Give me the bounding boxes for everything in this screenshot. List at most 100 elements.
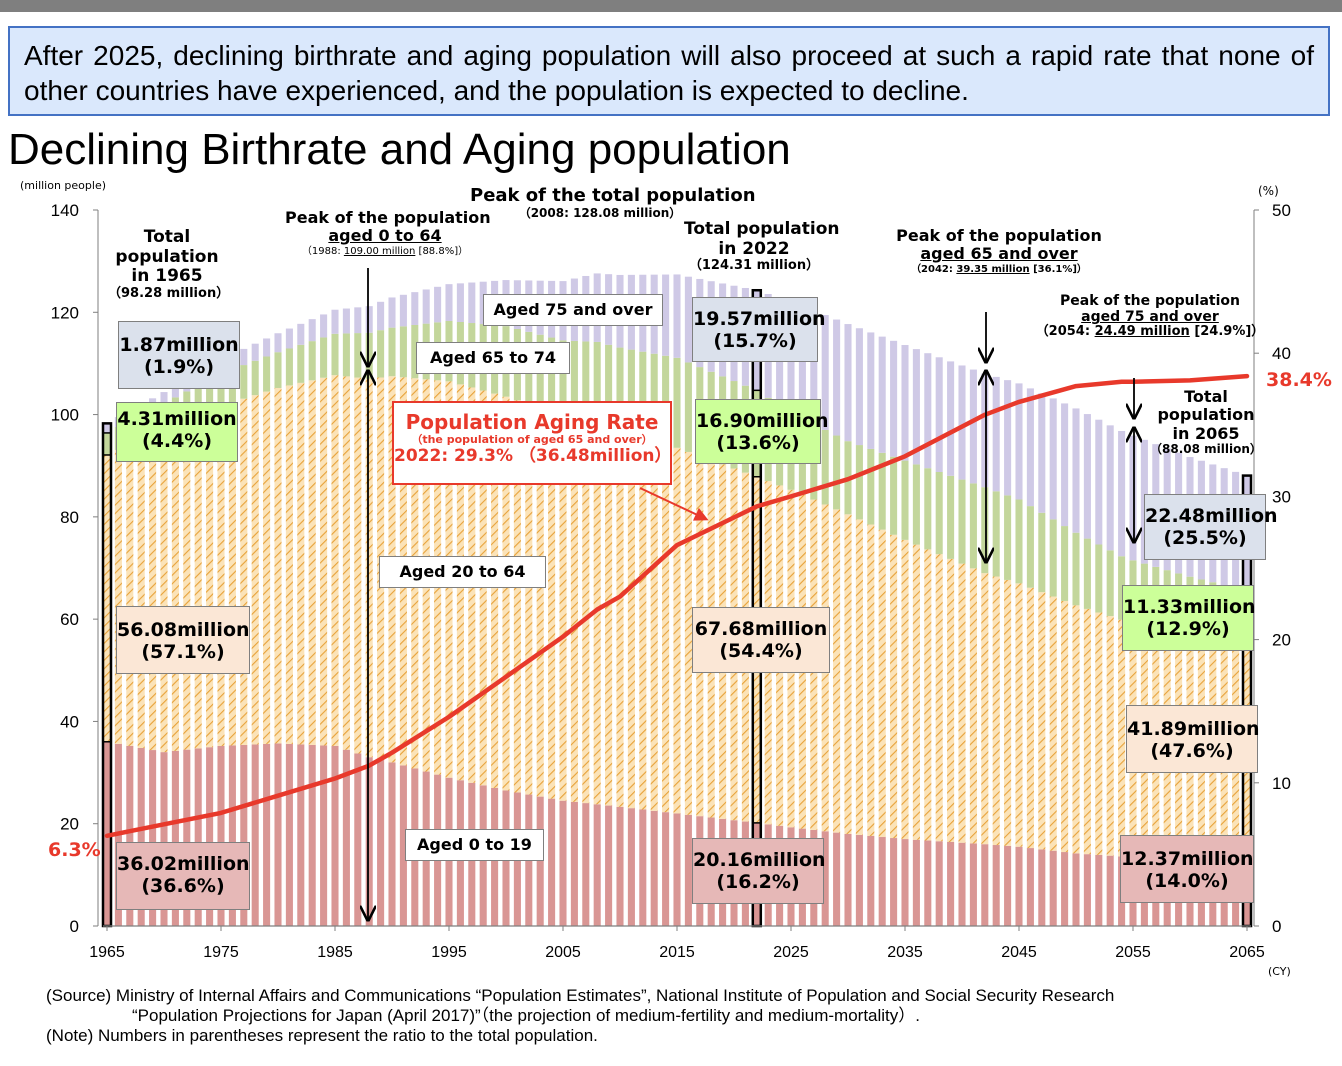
bar-age-20-64-1987 (354, 377, 362, 754)
bar-age-75-over-1970 (160, 392, 168, 404)
bar-age-20-64-2043 (992, 576, 1000, 846)
bar-age-65-74-2052 (1095, 544, 1103, 613)
total-2065-note: Total population in 2065 （88.08 million） (1150, 387, 1262, 457)
x-tick-label: 2045 (1001, 944, 1037, 961)
bar-age-75-over-2029 (833, 319, 841, 436)
bar-age-75-over-2031 (855, 328, 863, 446)
bar-age-0-19-1984 (320, 745, 328, 926)
bar-age-20-64-1973 (194, 415, 202, 749)
bar-age-75-over-2049 (1061, 403, 1069, 527)
bar-age-75-over-2046 (1026, 388, 1034, 507)
start-rate-label: 6.3% (48, 839, 101, 861)
bar-age-75-over-2052 (1095, 419, 1103, 545)
bar-age-65-74-1977 (240, 365, 248, 399)
bar-age-20-64-2047 (1038, 592, 1046, 850)
bar-age-20-64-1984 (320, 377, 328, 746)
bar-age-0-19-2030 (844, 833, 852, 926)
bar-age-65-74-2012 (639, 351, 647, 435)
bar-age-0-19-2007 (582, 803, 590, 926)
bar-age-65-74-2014 (662, 355, 670, 444)
bar-age-20-64-1966 (114, 449, 122, 744)
bar-age-75-over-1979 (263, 338, 271, 357)
x-tick-label: 2035 (887, 944, 923, 961)
label-aged-0-19: Aged 0 to 19 (405, 829, 544, 861)
bar-age-0-19-2045 (1015, 846, 1023, 926)
box-1965-aged-75: 1.87million (1.9%) (118, 321, 240, 389)
bar-age-75-over-1997 (468, 282, 476, 324)
bar-age-75-over-2040 (958, 365, 966, 480)
bar-age-20-64-2041 (969, 568, 977, 844)
bar-age-20-64-1977 (240, 398, 248, 745)
bar-age-75-over-1971 (171, 385, 179, 398)
bar-age-65-74-2029 (833, 435, 841, 510)
bar-age-75-over-2038 (935, 357, 943, 472)
bar-age-20-64-2044 (1004, 579, 1012, 846)
x-tick-label: 2025 (773, 944, 809, 961)
bar-age-75-over-2047 (1038, 393, 1046, 513)
bar-age-20-64-1972 (183, 420, 191, 750)
bar-age-20-64-1970 (160, 429, 168, 753)
label-aged-75-over: Aged 75 and over (483, 294, 663, 326)
bar-age-0-19-2014 (662, 812, 670, 926)
bar-age-0-19-2051 (1083, 854, 1091, 926)
y-tick-label: 100 (51, 406, 79, 425)
bar-age-75-over-1984 (320, 314, 328, 338)
bar-age-0-19-2015 (673, 813, 681, 926)
bar-age-0-19-1986 (342, 749, 350, 926)
bar-age-0-19-2004 (548, 798, 556, 926)
bar-age-75-over-1986 (342, 308, 350, 334)
y-tick-label: 60 (60, 610, 79, 629)
bar-age-20-64-2052 (1095, 612, 1103, 855)
x-tick-label: 1965 (89, 944, 125, 961)
bar-age-0-19-1982 (297, 744, 305, 926)
bar-age-65-74-2034 (890, 456, 898, 535)
bar-age-20-64-2005 (559, 414, 567, 801)
bar-age-0-19-1988 (365, 757, 373, 926)
y2-tick-label: 40 (1272, 344, 1291, 363)
bar-age-65-74-1978 (251, 360, 259, 396)
bar-age-20-64-1979 (263, 391, 271, 744)
bar-age-0-19-1987 (354, 753, 362, 926)
bar-age-20-64-2029 (833, 509, 841, 833)
bar-age-65-74-2004 (548, 337, 556, 411)
bar-age-65-74-1986 (342, 333, 350, 377)
total-1965-note: Total population in 1965 （98.28 million） (108, 227, 230, 301)
bar-age-65-74-2035 (901, 460, 909, 540)
bar-age-20-64-1988 (365, 378, 373, 758)
bar-age-20-64-2009 (605, 422, 613, 806)
total-2022-note: Total population in 2022 （124.31 million… (684, 219, 840, 274)
x-tick-label: 2015 (659, 944, 695, 961)
y-tick-label: 80 (60, 508, 79, 527)
bar-age-20-64-1980 (274, 387, 282, 744)
bar-age-75-over-1980 (274, 333, 282, 353)
bar-age-65-74-2048 (1049, 519, 1057, 597)
bar-age-65-74-2032 (867, 448, 875, 525)
bar-age-65-74-2028 (821, 429, 829, 505)
bar-age-65-74-2037 (924, 468, 932, 550)
bar-age-0-19-2028 (821, 831, 829, 926)
bar-age-65-74-2038 (935, 471, 943, 555)
bar-age-0-19-1974 (206, 747, 214, 926)
top-bar (0, 0, 1342, 12)
bar-age-65-74-1984 (320, 337, 328, 378)
x-tick-label: 1995 (431, 944, 467, 961)
aging-rate-callout-arrow (639, 487, 709, 521)
bar-age-20-64-2032 (867, 524, 875, 836)
bar-age-20-64-2049 (1061, 600, 1069, 853)
bar-age-0-19-2010 (616, 806, 624, 926)
bar-age-0-19-2036 (912, 839, 920, 926)
x-tick-label: 1975 (203, 944, 239, 961)
bar-age-0-19-2003 (536, 796, 544, 926)
bar-age-0-19-1975 (217, 745, 225, 926)
bar-age-20-64-2000 (502, 396, 510, 791)
bar-age-75-over-1993 (422, 289, 430, 324)
box-2022-aged-0: 20.16million (16.2%) (692, 838, 826, 904)
bar-age-75-over-1990 (388, 297, 396, 328)
y-axis-unit: (million people) (20, 179, 106, 192)
bar-age-75-over-2051 (1083, 414, 1091, 539)
bar-age-0-19-1973 (194, 748, 202, 926)
bar-age-65-74-2015 (673, 357, 681, 448)
bar-age-75-over-1996 (456, 283, 464, 323)
bar-age-65-74-1992 (411, 324, 419, 379)
bar-age-20-64-1999 (491, 393, 499, 788)
